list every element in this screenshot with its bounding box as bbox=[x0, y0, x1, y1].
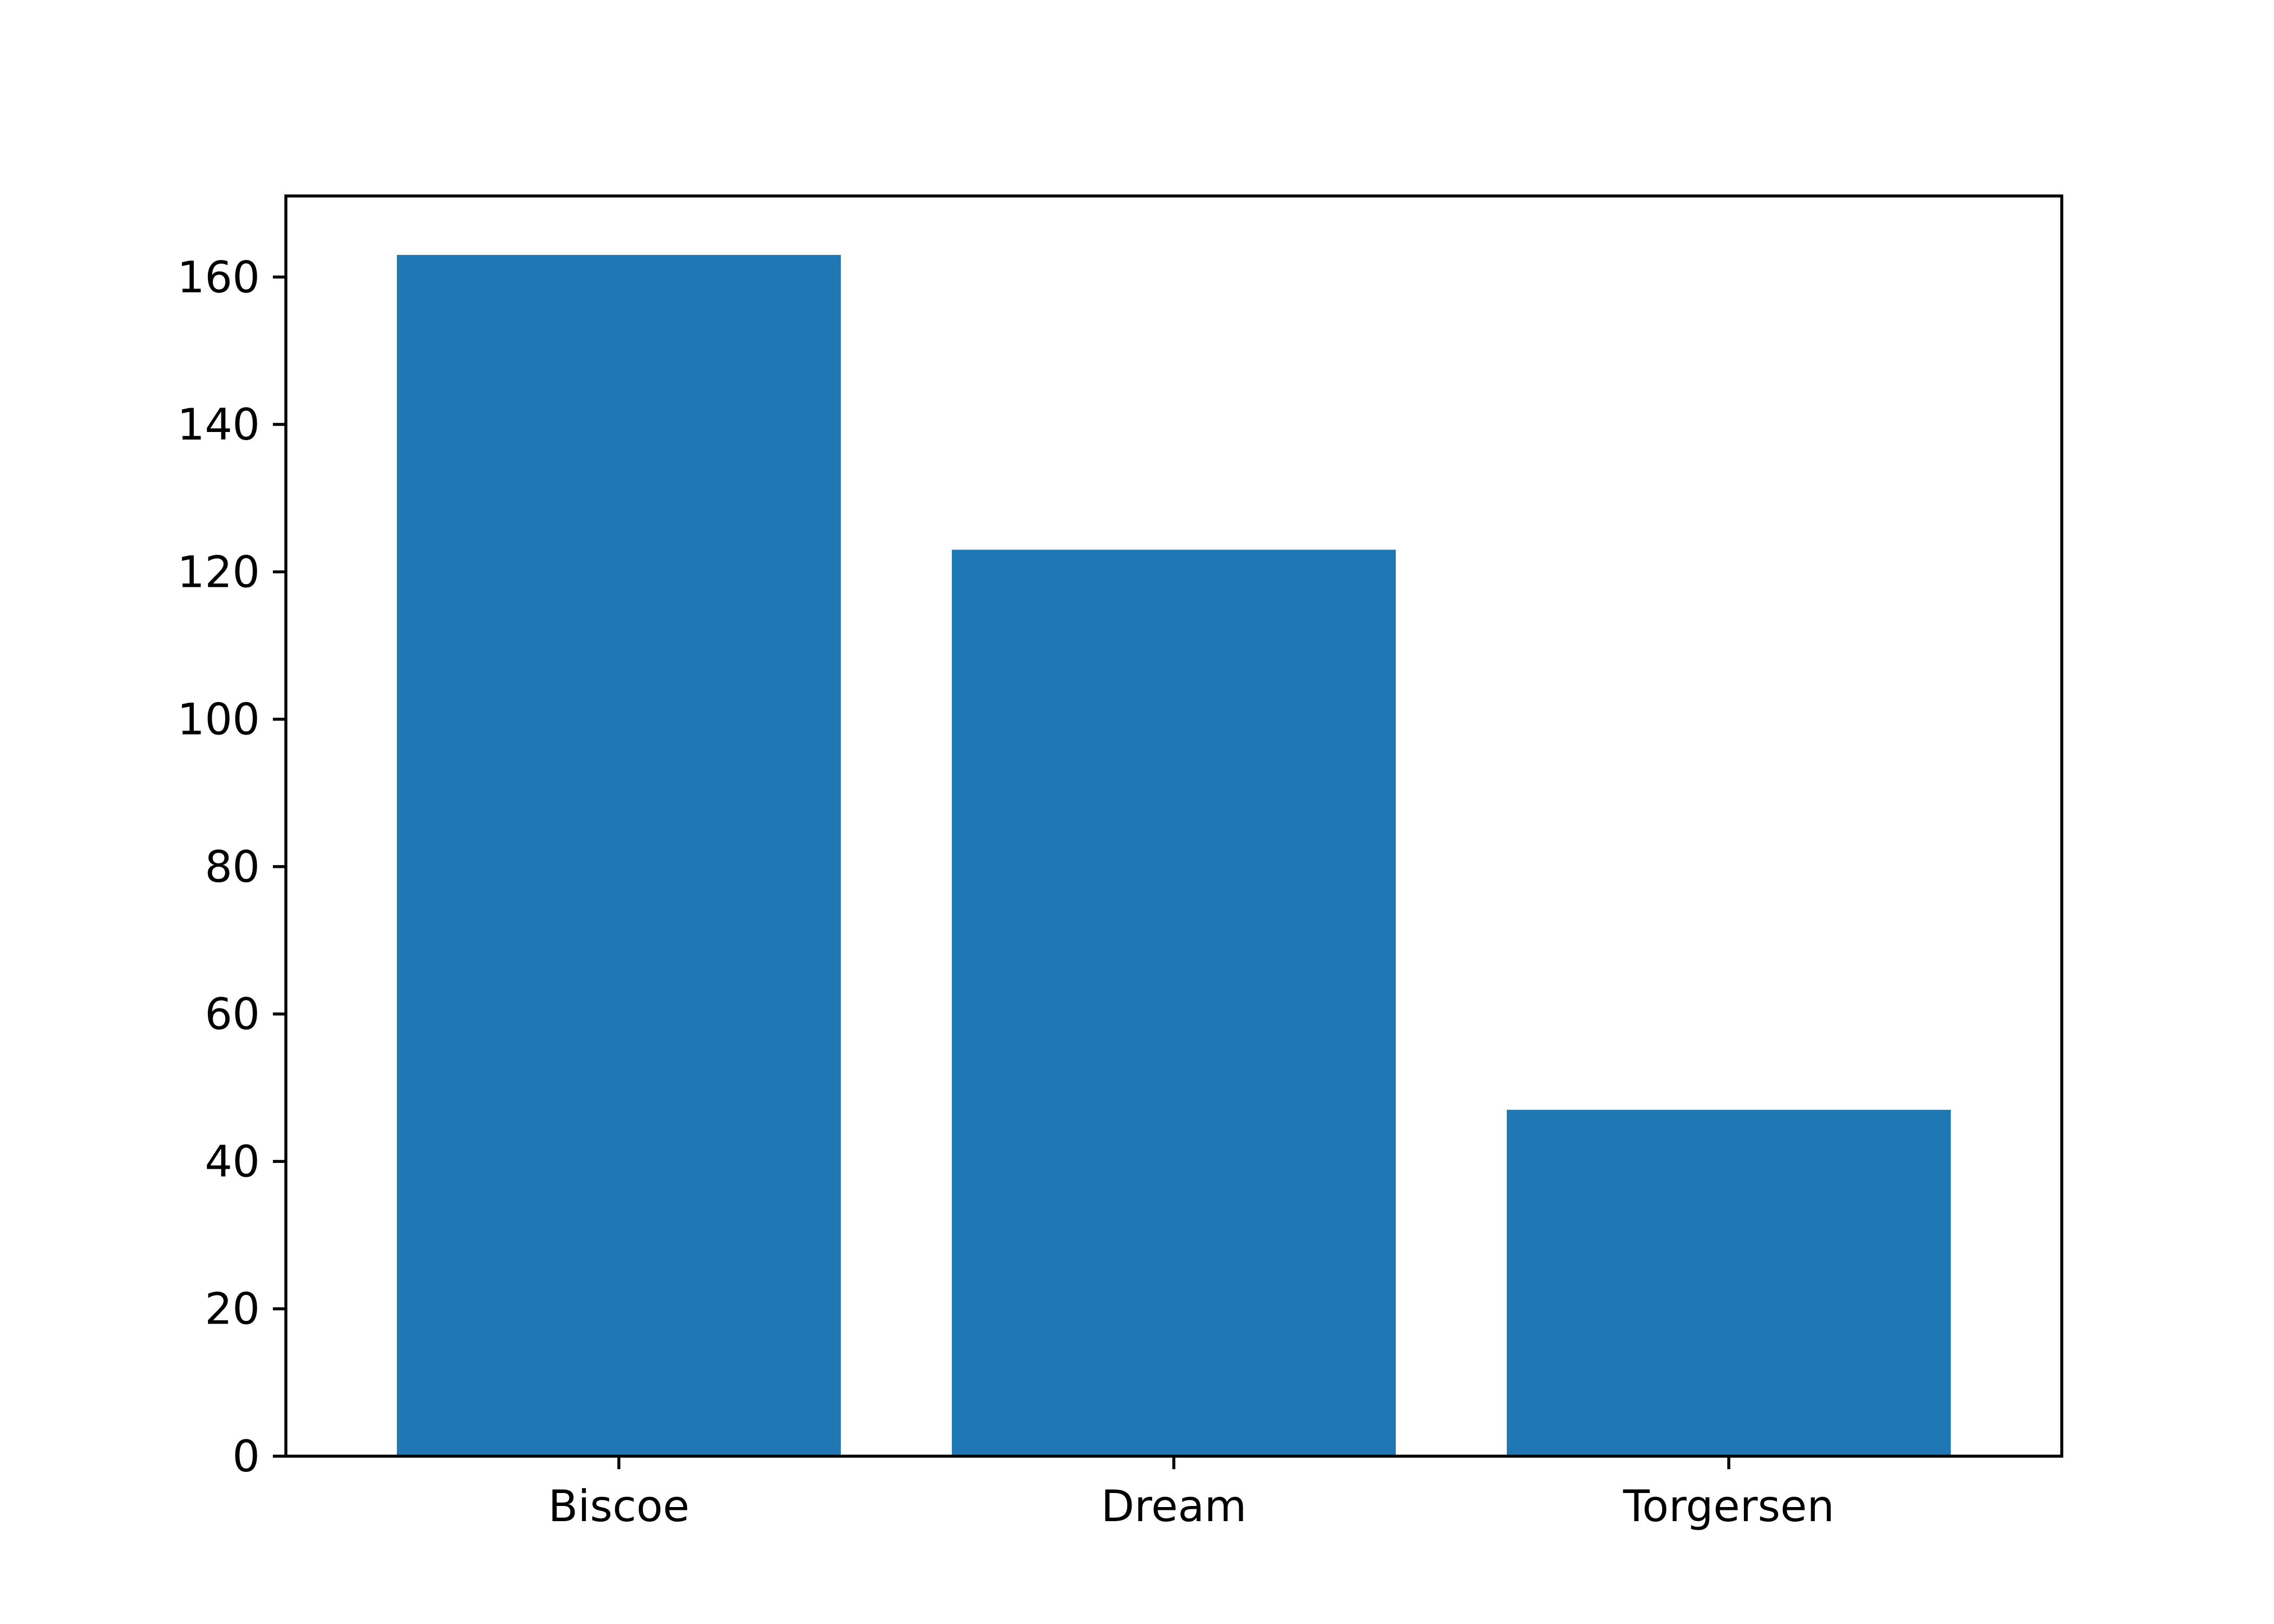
y-axis: 0 20 40 60 80 100 120 140 160 bbox=[177, 252, 286, 1482]
x-tick-label: Dream bbox=[1101, 1481, 1247, 1531]
x-axis: Biscoe Dream Torgersen bbox=[548, 1456, 1834, 1531]
y-tick-label: 80 bbox=[205, 842, 260, 892]
y-tick-label: 40 bbox=[205, 1136, 260, 1187]
y-tick-label: 20 bbox=[205, 1284, 260, 1334]
bar-torgersen bbox=[1507, 1110, 1951, 1456]
y-tick-label: 60 bbox=[205, 989, 260, 1039]
bar-dream bbox=[952, 549, 1396, 1457]
y-tick-label: 100 bbox=[177, 695, 260, 745]
y-tick-label: 120 bbox=[177, 547, 260, 597]
y-tick-label: 140 bbox=[177, 400, 260, 450]
y-tick-label: 0 bbox=[232, 1431, 260, 1482]
x-tick-label: Torgersen bbox=[1623, 1481, 1834, 1531]
y-tick-label: 160 bbox=[177, 252, 260, 303]
bar-biscoe bbox=[397, 254, 841, 1456]
bars-group bbox=[397, 254, 1951, 1457]
plot-frame bbox=[284, 194, 2063, 1458]
x-tick-label: Biscoe bbox=[548, 1481, 690, 1531]
